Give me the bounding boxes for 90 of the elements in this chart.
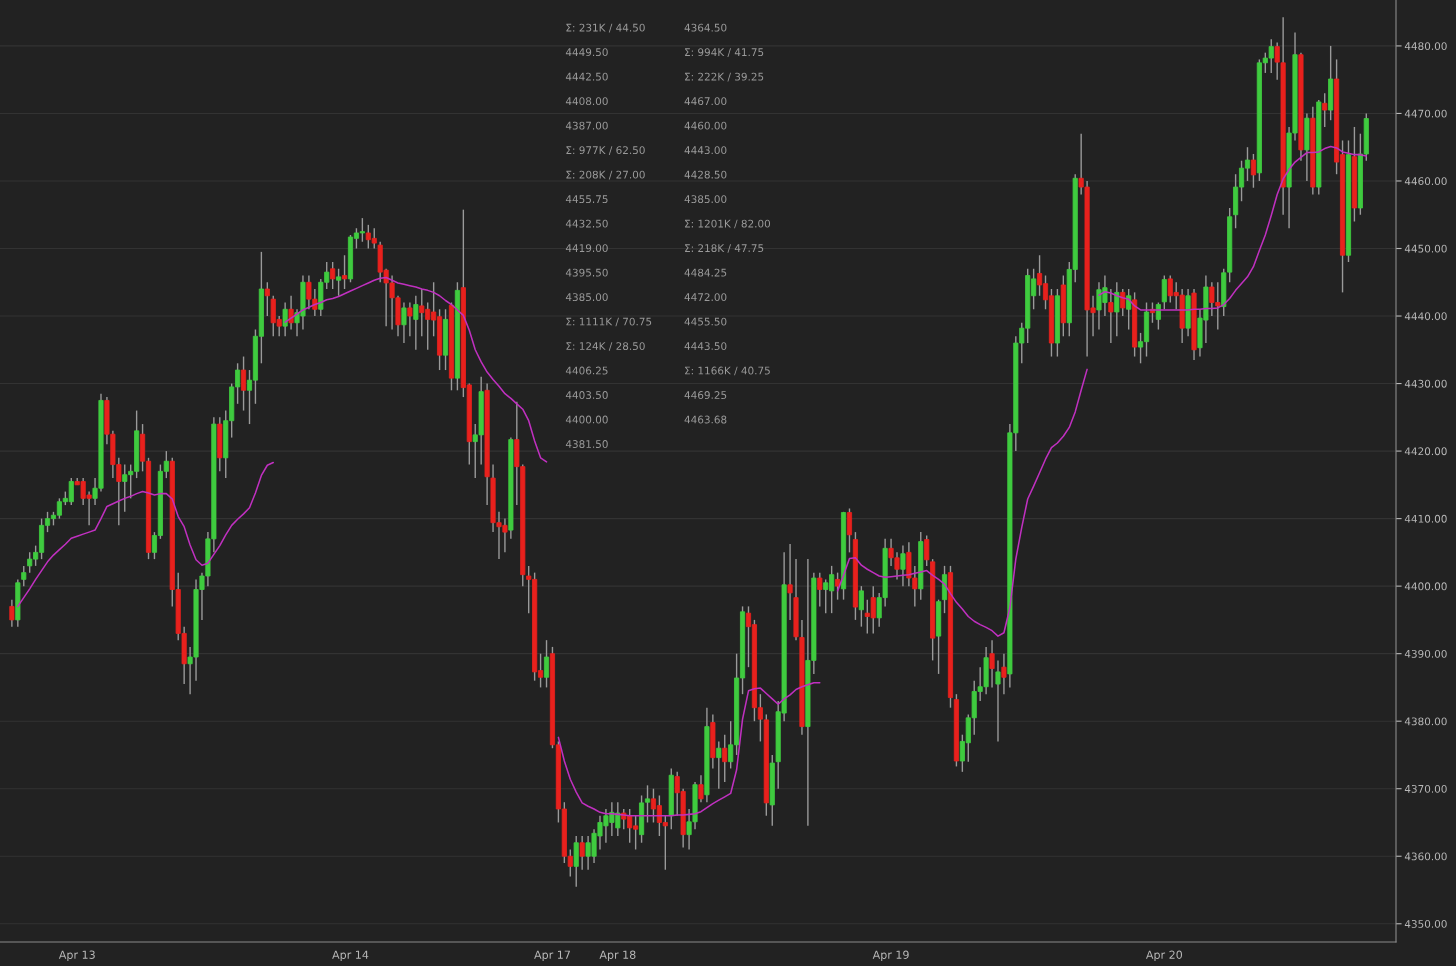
candlestick	[817, 571, 823, 608]
annotation: Σ: 994K / 41.75	[685, 48, 764, 57]
annotation: 4364.50	[684, 23, 727, 32]
x-tick-label: Apr 17	[534, 950, 570, 962]
y-tick-label: 4450.00	[1404, 244, 1447, 253]
annotation: 4387.00	[565, 121, 608, 130]
candlestick	[1114, 281, 1120, 337]
annotation: 4408.00	[565, 97, 608, 106]
y-tick-label: 4430.00	[1404, 379, 1447, 388]
annotation: 4395.50	[565, 268, 608, 277]
annotation: 4484.25	[684, 268, 727, 277]
annotation: 4432.50	[565, 219, 608, 228]
candlestick	[989, 639, 995, 689]
candlestick	[264, 281, 270, 317]
y-tick-label: 4360.00	[1404, 852, 1447, 861]
annotation: 4455.50	[684, 317, 727, 326]
candlestick	[1120, 288, 1126, 317]
x-tick-label: Apr 20	[1145, 950, 1183, 962]
candlestick	[21, 565, 27, 587]
x-tick-label: Apr 14	[332, 950, 369, 962]
annotation: Σ: 1111K / 70.75	[566, 317, 652, 327]
annotation: Σ: 208K / 27.00	[566, 170, 645, 180]
annotation: Σ: 977K / 62.50	[566, 146, 645, 155]
annotation: 4442.50	[565, 72, 608, 81]
candlestick	[336, 268, 342, 297]
candlestick	[716, 740, 722, 790]
annotation: 4463.68	[684, 415, 727, 424]
candlestick	[573, 835, 579, 888]
candlestick	[282, 301, 288, 337]
candlestick	[579, 835, 585, 871]
annotation: Σ: 124K / 28.50	[566, 342, 645, 351]
annotation: 4419.00	[565, 244, 608, 253]
candlestick	[924, 534, 930, 567]
candlestick	[1322, 92, 1328, 128]
annotation: Σ: 222K / 39.25	[685, 72, 764, 82]
annotation: 4472.00	[684, 293, 727, 302]
annotation: 4469.25	[684, 391, 727, 399]
annotation: 4406.25	[565, 366, 608, 375]
annotation: 4400.00	[565, 415, 608, 424]
candlestick	[722, 733, 728, 783]
annotation: Σ: 218K / 47.75	[685, 244, 764, 253]
annotation: 4467.00	[684, 97, 727, 106]
annotation: 4455.75	[565, 195, 608, 204]
annotation: 4449.50	[565, 48, 608, 57]
candlestick	[1250, 153, 1256, 189]
x-tick-label: Apr 19	[872, 950, 909, 962]
candlestick	[241, 355, 247, 412]
candlestick	[1161, 274, 1167, 310]
y-tick-label: 4400.00	[1404, 582, 1447, 591]
y-tick-label: 4470.00	[1404, 109, 1447, 118]
annotation: 4460.00	[684, 121, 727, 130]
y-tick-label: 4410.00	[1404, 514, 1447, 523]
annotation: Σ: 1201K / 82.00	[685, 219, 771, 229]
candlestick	[787, 543, 793, 621]
annotation: 4403.50	[565, 391, 608, 399]
candlestick	[413, 295, 419, 351]
y-tick-label: 4420.00	[1404, 447, 1447, 456]
annotation: Σ: 231K / 44.50	[566, 23, 645, 33]
candlestick	[1126, 288, 1132, 331]
y-tick-label: 4390.00	[1404, 649, 1447, 658]
annotation: 4385.00	[684, 195, 727, 204]
candlestick	[900, 544, 906, 587]
annotation: 4443.00	[684, 146, 727, 155]
annotation: 4443.50	[684, 342, 727, 351]
candlestick	[698, 774, 704, 803]
candlestick	[341, 254, 348, 290]
candlestick	[1108, 288, 1114, 344]
candlestick	[407, 301, 413, 337]
candlestick	[9, 598, 15, 628]
candlestick	[1001, 652, 1007, 695]
candlestick	[543, 639, 550, 689]
candlestick	[288, 295, 294, 331]
y-tick-label: 4380.00	[1404, 717, 1447, 726]
candlestick	[846, 507, 853, 554]
annotation: Σ: 1166K / 40.75	[685, 366, 770, 376]
candlestick	[330, 261, 336, 290]
y-tick-label: 4460.00	[1404, 177, 1447, 186]
y-tick-label: 4370.00	[1404, 784, 1447, 793]
candlestick	[401, 301, 407, 344]
candlestick	[995, 659, 1001, 743]
x-tick-label: Apr 13	[58, 950, 95, 962]
annotation: 4385.00	[565, 293, 608, 302]
x-tick-label: Apr 18	[599, 950, 636, 962]
y-tick-label: 4350.00	[1404, 919, 1447, 928]
annotation: 4381.50	[565, 440, 608, 448]
candlestick	[858, 585, 864, 628]
annotation: 4428.50	[684, 170, 727, 179]
y-tick-label: 4480.00	[1404, 42, 1447, 51]
candlestick	[835, 571, 841, 601]
y-tick-label: 4440.00	[1404, 312, 1447, 321]
